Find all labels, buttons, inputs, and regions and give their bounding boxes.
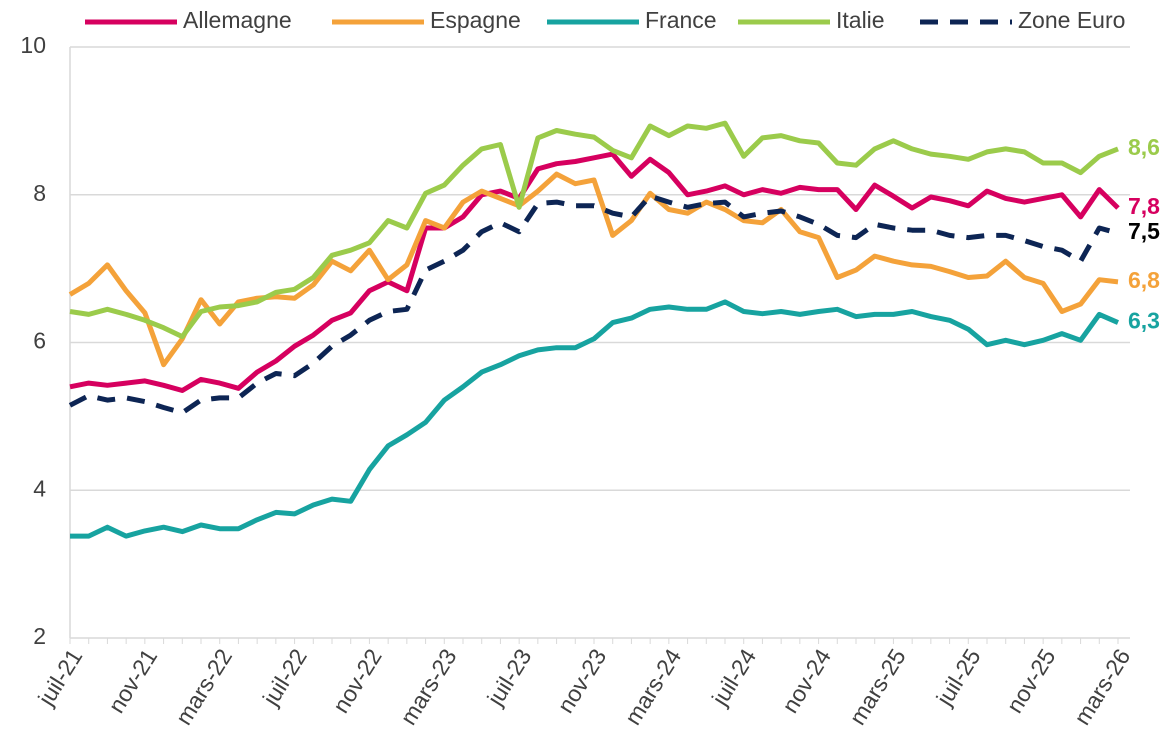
- x-tick-label: mars-24: [619, 644, 686, 729]
- x-tick-label: juil-24: [706, 644, 761, 711]
- x-tick-label: mars-25: [844, 644, 911, 729]
- end-label: 7,5: [1128, 218, 1160, 244]
- x-tick-label: juil-22: [257, 644, 312, 711]
- x-tick-label: nov-22: [328, 644, 387, 717]
- legend-label: Italie: [836, 7, 885, 33]
- x-tick-label: nov-23: [552, 644, 611, 717]
- y-tick-label: 10: [20, 32, 46, 58]
- legend-label: Zone Euro: [1018, 7, 1125, 33]
- series-line: [69, 151, 1120, 393]
- x-tick-label: mars-26: [1069, 644, 1136, 729]
- series-line: [68, 171, 1119, 368]
- y-tick-label: 4: [33, 475, 46, 501]
- y-tick-label: 8: [33, 180, 46, 206]
- series-line: [68, 193, 1119, 416]
- legend-label: Allemagne: [183, 7, 292, 33]
- end-label: 6,3: [1128, 308, 1160, 334]
- x-tick-label: mars-23: [395, 644, 462, 729]
- x-tick-label: juil-21: [32, 644, 87, 711]
- x-tick-label: juil-25: [931, 644, 986, 711]
- y-tick-label: 2: [33, 623, 46, 649]
- legend-label: Espagne: [430, 7, 521, 33]
- x-tick-label: juil-23: [481, 644, 536, 711]
- series-line: [69, 120, 1119, 340]
- y-tick-label: 6: [33, 328, 46, 354]
- end-label: 6,8: [1128, 267, 1160, 293]
- legend-label: France: [645, 7, 717, 33]
- x-tick-label: nov-21: [103, 644, 162, 717]
- x-tick-label: nov-25: [1001, 644, 1060, 717]
- series-line: [70, 299, 1120, 539]
- x-tick-label: mars-22: [170, 644, 237, 729]
- end-label: 8,6: [1128, 134, 1160, 160]
- end-label: 7,8: [1128, 193, 1160, 219]
- x-tick-label: nov-24: [777, 644, 836, 718]
